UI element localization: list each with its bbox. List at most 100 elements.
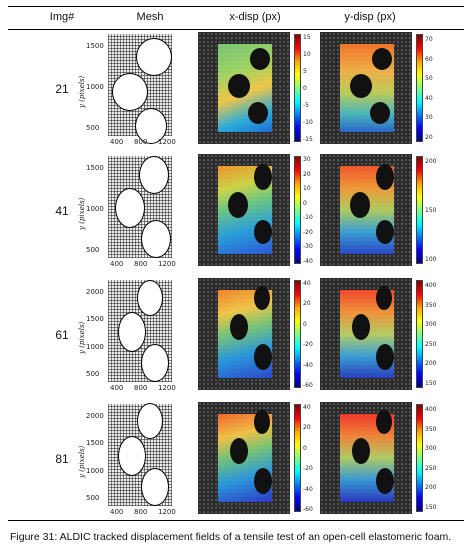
xdisp-colorbar-tick: -10: [303, 119, 313, 126]
mesh-x-tick: 400: [110, 384, 124, 392]
xdisp-field: [198, 32, 290, 144]
mesh-hole: [118, 436, 146, 476]
mesh-y-tick: 1000: [86, 466, 104, 475]
ydisp-colorbar-tick: 70: [425, 36, 433, 43]
ydisp-colorbar-tick: 400: [425, 282, 437, 289]
mesh-x-tick: 1200: [158, 508, 176, 516]
mesh-x-tick: 400: [110, 508, 124, 516]
xdisp-colorbar: [294, 156, 301, 264]
xdisp-hole: [254, 410, 270, 434]
mesh-y-tick: 1000: [86, 83, 104, 91]
ydisp-colorbar-tick: 30: [425, 114, 433, 122]
ydisp-colorbar: [416, 34, 423, 142]
mesh-x-tick: 400: [110, 260, 124, 268]
img-number: 41: [55, 204, 69, 218]
xdisp-colorbar-tick: -20: [303, 341, 313, 349]
mesh-hole: [141, 344, 169, 382]
xdisp-colorbar-tick: 30: [303, 156, 311, 163]
xdisp-colorbar-tick: -20: [303, 228, 313, 236]
ydisp-hole: [352, 314, 370, 340]
ydisp-colorbar-tick: 150: [425, 504, 437, 511]
xdisp-colorbar-tick: 10: [303, 185, 311, 193]
ydisp-hole: [376, 468, 394, 494]
figure-caption: Figure 31: ALDIC tracked displacement fi…: [10, 531, 452, 543]
ydisp-field: [320, 32, 412, 144]
ydisp-hole: [376, 410, 392, 434]
ydisp-colorbar-tick: 300: [425, 445, 437, 453]
xdisp-hole: [254, 468, 272, 494]
xdisp-colorbar-tick: -15: [303, 136, 313, 143]
mesh-x-tick: 1200: [158, 138, 176, 146]
ydisp-colorbar-tick: 250: [425, 340, 437, 348]
mesh-y-axis-label: y (pixels): [78, 321, 86, 354]
ydisp-hole: [370, 102, 390, 124]
xdisp-field: [198, 278, 290, 390]
xdisp-colorbar-tick: -60: [303, 506, 313, 513]
ydisp-hole: [350, 74, 372, 98]
xdisp-hole: [254, 220, 272, 244]
mesh-x-tick: 1200: [158, 260, 176, 268]
mesh-y-axis-label: y (pixels): [78, 445, 86, 478]
xdisp-colorbar-tick: 0: [303, 199, 307, 207]
mesh-x-tick: 800: [134, 508, 148, 516]
table-bottom-rule: [8, 520, 464, 522]
ydisp-colorbar: [416, 404, 423, 512]
xdisp-colorbar-tick: -30: [303, 243, 313, 251]
ydisp-colorbar-tick: 250: [425, 464, 437, 472]
mesh-y-tick: 1500: [86, 439, 104, 448]
xdisp-colorbar-tick: 0: [303, 320, 307, 328]
xdisp-hole: [228, 192, 248, 218]
img-number: 21: [55, 82, 69, 96]
mesh-y-tick: 1000: [86, 205, 104, 213]
ydisp-hole: [350, 192, 370, 218]
mesh-y-axis-label: y (pixels): [78, 75, 86, 108]
ydisp-hole: [376, 286, 392, 310]
mesh-y-tick: 2000: [86, 412, 104, 420]
mesh-y-tick: 2000: [86, 288, 104, 296]
xdisp-colorbar-tick: -5: [303, 102, 309, 109]
mesh-x-tick: 1200: [158, 384, 176, 392]
mesh-y-tick: 500: [86, 370, 100, 378]
xdisp-field: [198, 154, 290, 266]
table-top-rule: [8, 6, 464, 8]
ydisp-colorbar-tick: 200: [425, 158, 437, 165]
xdisp-colorbar-tick: -20: [303, 465, 313, 473]
ydisp-colorbar-tick: 60: [425, 55, 433, 63]
mesh-hole: [137, 280, 163, 316]
xdisp-colorbar-tick: 40: [303, 280, 311, 287]
ydisp-colorbar-tick: 200: [425, 484, 437, 492]
xdisp-hole: [250, 48, 270, 70]
ydisp-colorbar-tick: 150: [425, 380, 437, 387]
mesh-y-tick: 1000: [86, 342, 104, 351]
xdisp-colorbar-tick: 20: [303, 170, 311, 178]
xdisp-colorbar-tick: -40: [303, 361, 313, 369]
xdisp-hole: [254, 344, 272, 370]
header-mesh: Mesh: [136, 11, 164, 23]
xdisp-colorbar: [294, 280, 301, 388]
ydisp-hole: [352, 438, 370, 464]
ydisp-colorbar-tick: 400: [425, 406, 437, 413]
mesh-hole: [136, 38, 172, 76]
xdisp-colorbar-tick: 20: [303, 424, 311, 432]
ydisp-colorbar: [416, 156, 423, 264]
ydisp-hole: [372, 48, 392, 70]
mesh-y-tick: 1500: [86, 164, 104, 172]
xdisp-colorbar-tick: -10: [303, 214, 313, 222]
ydisp-colorbar: [416, 280, 423, 388]
mesh-hole: [141, 468, 169, 506]
mesh-hole: [139, 156, 169, 194]
xdisp-colorbar-tick: 15: [303, 34, 311, 41]
header-xdisp: x-disp (px): [229, 11, 281, 23]
mesh-y-tick: 1500: [86, 42, 104, 50]
xdisp-colorbar-tick: 0: [303, 444, 307, 452]
ydisp-colorbar-tick: 300: [425, 321, 437, 329]
xdisp-colorbar-tick: -40: [303, 485, 313, 493]
mesh-y-tick: 1500: [86, 315, 104, 324]
ydisp-hole: [376, 220, 394, 244]
xdisp-hole: [230, 438, 248, 464]
mesh-x-tick: 800: [134, 260, 148, 268]
ydisp-field: [320, 278, 412, 390]
mesh-hole: [137, 403, 163, 439]
xdisp-colorbar-tick: 5: [303, 68, 307, 75]
xdisp-hole: [254, 286, 270, 310]
